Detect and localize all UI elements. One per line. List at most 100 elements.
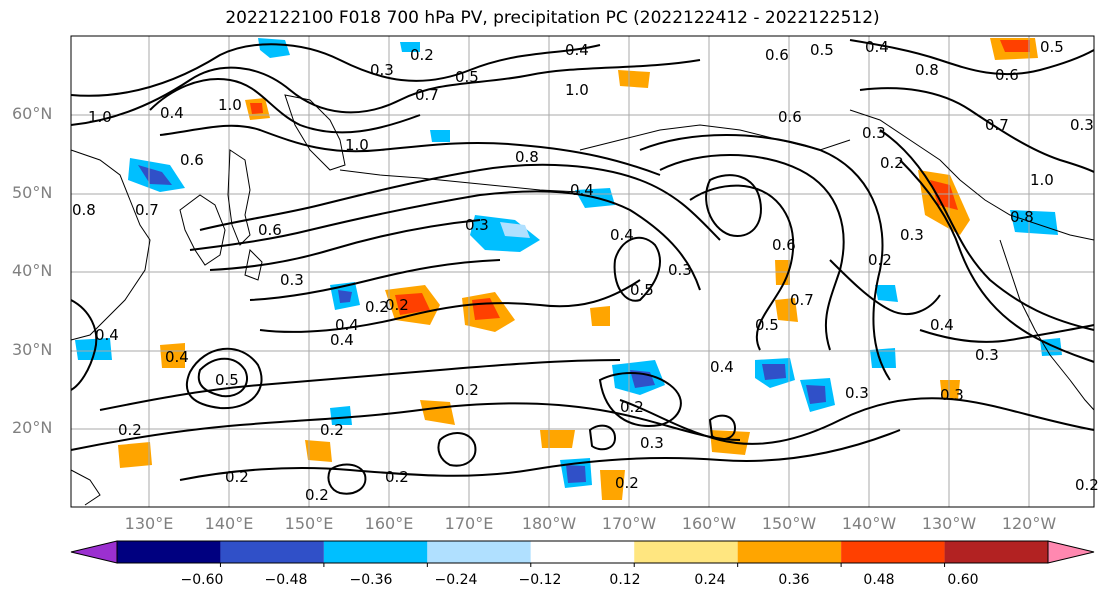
contour-label: 0.4 [565, 41, 589, 59]
map-title: 2022122100 F018 700 hPa PV, precipitatio… [225, 8, 880, 28]
contour-label: 0.2 [385, 296, 409, 314]
contour-label: 0.4 [930, 316, 954, 334]
pv-contours [70, 39, 1095, 495]
contour-label: 0.2 [320, 421, 344, 439]
colorbar-segment [220, 541, 324, 563]
gridlines [71, 36, 1094, 507]
lon-label: 170°E [444, 514, 494, 533]
lon-label: 150°E [284, 514, 334, 533]
contour-label: 0.2 [615, 474, 639, 492]
colorbar-extend-high [1047, 540, 1095, 564]
lon-label: 180°W [521, 514, 577, 533]
contour-label: 0.5 [455, 68, 479, 86]
colorbar-tick: −0.36 [349, 572, 393, 588]
contour-label: 0.8 [1010, 208, 1034, 226]
contour-label: 0.3 [900, 226, 924, 244]
contour-label: 0.2 [455, 381, 479, 399]
contour-label: 0.2 [385, 468, 409, 486]
contour-label-group: 0.4 0.5 0.6 0.4 0.2 0.3 0.5 0.7 1.0 0.8 … [72, 38, 1099, 504]
contour-label: 0.4 [710, 358, 734, 376]
colorbar-segment [841, 541, 945, 563]
contour-label: 0.4 [335, 316, 359, 334]
contour-label: 1.0 [218, 96, 242, 114]
contour-label: 0.3 [465, 216, 489, 234]
colorbar-tick: −0.48 [264, 572, 308, 588]
colorbar-border [116, 540, 1049, 564]
contour-label: 0.6 [180, 151, 204, 169]
colorbar-tick: 0.60 [947, 572, 979, 588]
contour-label: 0.4 [330, 331, 354, 349]
lon-label: 160°E [364, 514, 414, 533]
contour-label: 0.8 [915, 61, 939, 79]
colorbar-segment [427, 541, 531, 563]
contour-label: 0.6 [778, 108, 802, 126]
contour-label: 0.4 [160, 104, 184, 122]
colorbar-segment [634, 541, 738, 563]
contour-label: 0.5 [810, 41, 834, 59]
contour-label: 0.8 [72, 201, 96, 219]
contour-label: 0.5 [755, 316, 779, 334]
contour-label: 0.3 [1070, 116, 1094, 134]
lat-label: 30°N [12, 340, 53, 359]
contour-label: 0.3 [940, 386, 964, 404]
colorbar [70, 540, 1095, 567]
contour-label: 0.2 [225, 468, 249, 486]
contour-label: 0.7 [135, 201, 159, 219]
contour-label: 0.4 [865, 38, 889, 56]
lon-label: 160°W [681, 514, 737, 533]
lon-label: 170°W [601, 514, 657, 533]
contour-label: 0.6 [765, 46, 789, 64]
colorbar-segment [323, 541, 428, 563]
contour-label: 0.8 [515, 148, 539, 166]
contour-label: 0.4 [570, 181, 594, 199]
contour-label: 1.0 [565, 81, 589, 99]
colorbar-segment [530, 541, 635, 563]
lat-label: 40°N [12, 261, 53, 280]
contour-label: 0.7 [415, 86, 439, 104]
contour-label: 0.2 [118, 421, 142, 439]
contour-label: 0.3 [370, 61, 394, 79]
contour-label: 1.0 [345, 136, 369, 154]
lat-label: 20°N [12, 418, 53, 437]
lon-label: 120°W [1001, 514, 1057, 533]
contour-label: 0.6 [772, 236, 796, 254]
colorbar-tick: −0.24 [434, 572, 478, 588]
contour-label: 0.2 [305, 486, 329, 504]
colorbar-segment [944, 541, 1048, 563]
lon-label: 130°E [124, 514, 174, 533]
colorbar-tick: 0.24 [694, 572, 726, 588]
colorbar-segment [117, 541, 221, 563]
contour-label: 0.3 [862, 124, 886, 142]
contour-label: 0.3 [640, 434, 664, 452]
plot-border [70, 35, 1095, 508]
lon-label: 150°W [761, 514, 817, 533]
lon-label: 130°W [921, 514, 977, 533]
contour-label: 0.3 [668, 261, 692, 279]
colorbar-tick: −0.12 [518, 572, 562, 588]
colorbar-tick: 0.12 [609, 572, 641, 588]
coastlines [70, 94, 1095, 506]
precipitation-shading [75, 38, 1062, 500]
contour-label: 0.2 [410, 46, 434, 64]
lat-label: 60°N [12, 104, 53, 123]
colorbar-tick: 0.36 [778, 572, 810, 588]
colorbar-extend-low [70, 540, 118, 564]
contour-label: 0.4 [610, 226, 634, 244]
contour-label: 0.2 [868, 251, 892, 269]
colorbar-tick: −0.60 [180, 572, 224, 588]
contour-label: 0.7 [790, 291, 814, 309]
contour-label: 0.2 [880, 154, 904, 172]
colorbar-tick: 0.48 [863, 572, 895, 588]
contour-label: 0.4 [95, 326, 119, 344]
contour-label: 0.6 [258, 221, 282, 239]
colorbar-segment [737, 541, 842, 563]
contour-label: 0.7 [985, 116, 1009, 134]
lon-label: 140°E [204, 514, 254, 533]
contour-label: 0.5 [215, 371, 239, 389]
contour-label: 0.2 [620, 398, 644, 416]
contour-label: 0.5 [1040, 38, 1064, 56]
contour-label: 0.4 [165, 348, 189, 366]
contour-label: 0.3 [845, 384, 869, 402]
contour-label: 0.2 [365, 298, 389, 316]
